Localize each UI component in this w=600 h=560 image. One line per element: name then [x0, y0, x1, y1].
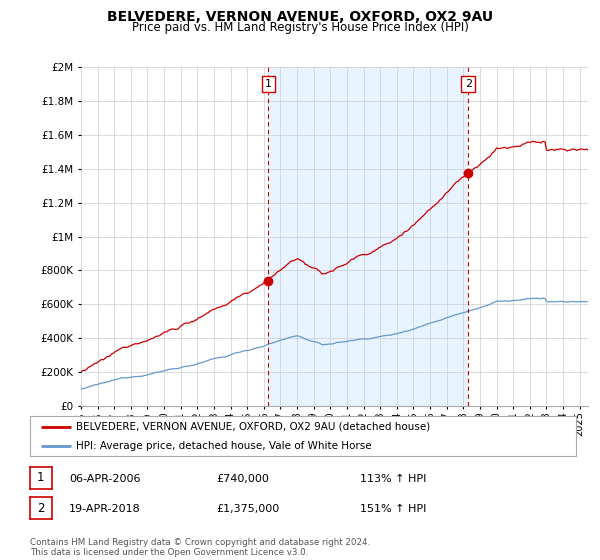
Text: 1: 1 [265, 79, 272, 89]
Text: 19-APR-2018: 19-APR-2018 [69, 504, 141, 514]
Text: 113% ↑ HPI: 113% ↑ HPI [360, 474, 427, 483]
Text: 06-APR-2006: 06-APR-2006 [69, 474, 140, 483]
Text: BELVEDERE, VERNON AVENUE, OXFORD, OX2 9AU (detached house): BELVEDERE, VERNON AVENUE, OXFORD, OX2 9A… [76, 422, 431, 432]
Text: 2: 2 [37, 502, 44, 515]
Text: 2: 2 [465, 79, 472, 89]
Text: BELVEDERE, VERNON AVENUE, OXFORD, OX2 9AU: BELVEDERE, VERNON AVENUE, OXFORD, OX2 9A… [107, 10, 493, 24]
Text: £740,000: £740,000 [216, 474, 269, 483]
Text: 151% ↑ HPI: 151% ↑ HPI [360, 504, 427, 514]
Text: Contains HM Land Registry data © Crown copyright and database right 2024.
This d: Contains HM Land Registry data © Crown c… [30, 538, 370, 557]
Text: HPI: Average price, detached house, Vale of White Horse: HPI: Average price, detached house, Vale… [76, 441, 372, 450]
Bar [268, 67, 469, 406]
Text: £1,375,000: £1,375,000 [216, 504, 279, 514]
Text: Price paid vs. HM Land Registry's House Price Index (HPI): Price paid vs. HM Land Registry's House … [131, 21, 469, 34]
Text: 1: 1 [37, 472, 44, 484]
